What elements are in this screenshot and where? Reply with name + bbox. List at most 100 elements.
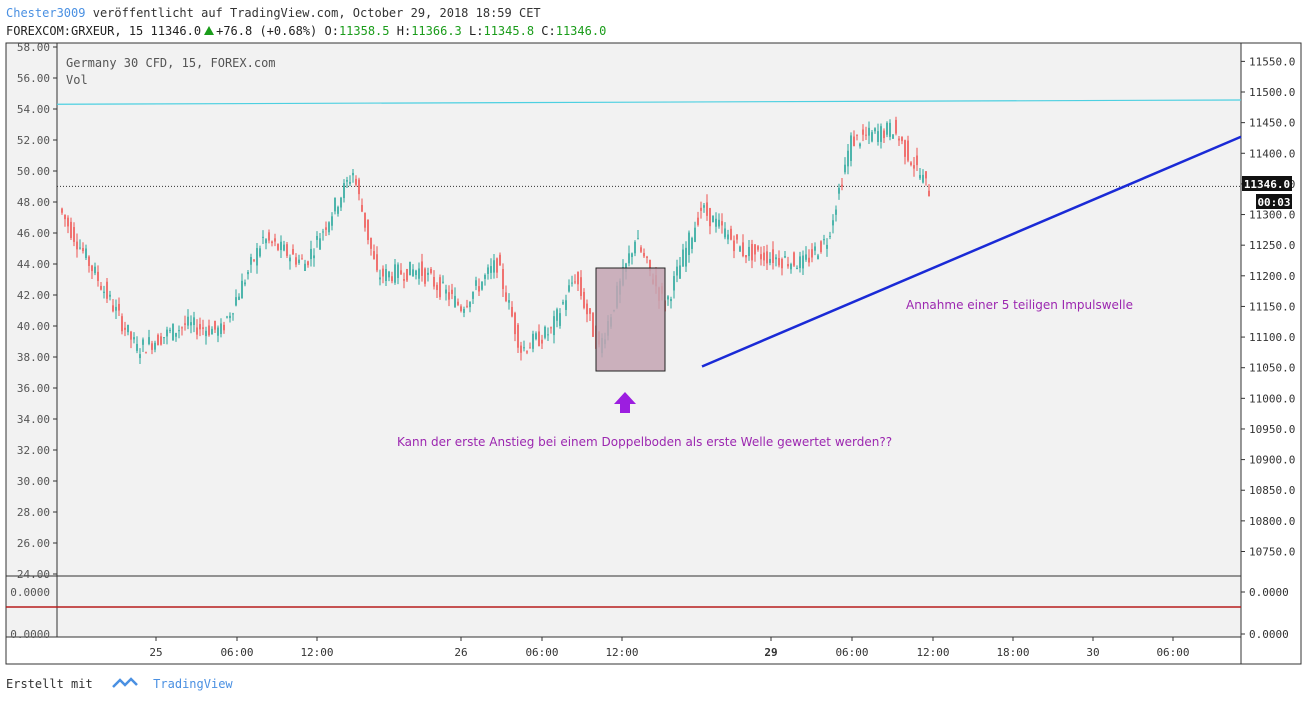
left-tick-label: 50.00 [17, 165, 50, 178]
right-axis-bg [1241, 43, 1301, 664]
candle-body [121, 316, 123, 332]
candle-body [772, 249, 774, 263]
candle-body [793, 252, 795, 266]
candle-body [115, 306, 117, 311]
candle-body [355, 178, 357, 185]
left-tick-label: 48.00 [17, 196, 50, 209]
candle-body [292, 249, 294, 255]
high-label: H: [396, 24, 412, 38]
candle-body [562, 302, 564, 304]
candle-body [307, 261, 309, 266]
candle-body [193, 317, 195, 326]
right-tick-label: 10800.0 [1249, 515, 1295, 528]
arrow-up-icon[interactable] [614, 392, 636, 413]
author-link[interactable]: Chester3009 [6, 6, 86, 20]
candle-body [823, 239, 825, 241]
candle-body [262, 236, 264, 238]
candle-body [583, 291, 585, 308]
candle-body [817, 255, 819, 260]
candle-body [589, 308, 591, 314]
candle-body [736, 234, 738, 240]
x-tick-label: 06:00 [835, 646, 868, 659]
impulse-annotation[interactable]: Annahme einer 5 teiligen Impulswelle [906, 298, 1133, 312]
x-tick-label: 29 [764, 646, 777, 659]
candle-body [907, 140, 909, 161]
open-value: 11358.5 [338, 24, 390, 38]
candle-body [184, 323, 186, 325]
x-tick-label: 30 [1086, 646, 1099, 659]
candle-body [310, 248, 312, 260]
axes-group: 11550.011500.011450.011400.011350.011300… [6, 41, 1295, 659]
candle-body [715, 218, 717, 227]
candle-body [382, 268, 384, 277]
legend-symbol: Germany 30 CFD, 15, FOREX.com [66, 56, 276, 70]
candle-body [733, 240, 735, 252]
candle-body [643, 252, 645, 257]
candle-body [766, 251, 768, 264]
candle-body [913, 165, 915, 169]
candle-body [490, 266, 492, 273]
candle-body [139, 354, 141, 359]
candle-body [361, 204, 363, 212]
candle-body [802, 255, 804, 269]
candle-body [694, 227, 696, 242]
candle-body [175, 333, 177, 337]
candle-body [373, 251, 375, 260]
candle-body [118, 303, 120, 311]
candle-body [61, 208, 63, 213]
candle-body [883, 130, 885, 139]
candle-body [412, 269, 414, 277]
right-tick-label: 10900.0 [1249, 454, 1295, 467]
candle-body [166, 329, 168, 337]
right-tick-label: 11550.0 [1249, 55, 1295, 68]
candle-body [220, 323, 222, 335]
candle-body [250, 257, 252, 265]
candle-body [742, 242, 744, 257]
candle-body [628, 253, 630, 264]
candle-body [328, 222, 330, 233]
candle-body [712, 215, 714, 223]
candle-body [559, 313, 561, 326]
right-tick-label: 10850.0 [1249, 484, 1295, 497]
candle-body [235, 297, 237, 306]
resistance-line [56, 99, 1242, 105]
left-tick-label: 34.00 [17, 413, 50, 426]
countdown-tag [1256, 194, 1292, 209]
left-tick-label: 46.00 [17, 227, 50, 240]
trend-line [701, 135, 1242, 368]
left-tick-label: 54.00 [17, 103, 50, 116]
last-price-tag-text: 11346.0 [1244, 178, 1290, 191]
sub-left-tick-label: 0.0000 [10, 586, 50, 599]
candle-body [568, 285, 570, 292]
up-arrow-icon [204, 26, 215, 35]
candle-body [634, 241, 636, 254]
candle-body [268, 232, 270, 241]
right-tick-label: 11400.0 [1249, 147, 1295, 160]
candle-body [880, 126, 882, 142]
candle-body [82, 248, 84, 252]
candle-body [295, 257, 297, 265]
double-bottom-box[interactable] [595, 267, 666, 372]
candle-body [223, 324, 225, 331]
candle-body [331, 216, 333, 226]
question-annotation[interactable]: Kann der erste Anstieg bei einem Doppelb… [397, 435, 892, 449]
candle-body [406, 269, 408, 281]
tradingview-link[interactable]: TradingView [153, 677, 233, 691]
candle-body [478, 286, 480, 292]
left-tick-label: 36.00 [17, 382, 50, 395]
candle-body [565, 300, 567, 310]
candle-body [640, 247, 642, 252]
candle-body [760, 254, 762, 260]
candle-body [109, 294, 111, 297]
candle-body [667, 296, 669, 300]
candle-body [808, 257, 810, 263]
candle-body [76, 241, 78, 250]
candle-body [154, 342, 156, 350]
candle-body [904, 140, 906, 157]
candle-body [190, 322, 192, 326]
candle-body [511, 306, 513, 317]
candle-body [739, 246, 741, 252]
candle-body [163, 337, 165, 339]
candle-body [226, 316, 228, 318]
